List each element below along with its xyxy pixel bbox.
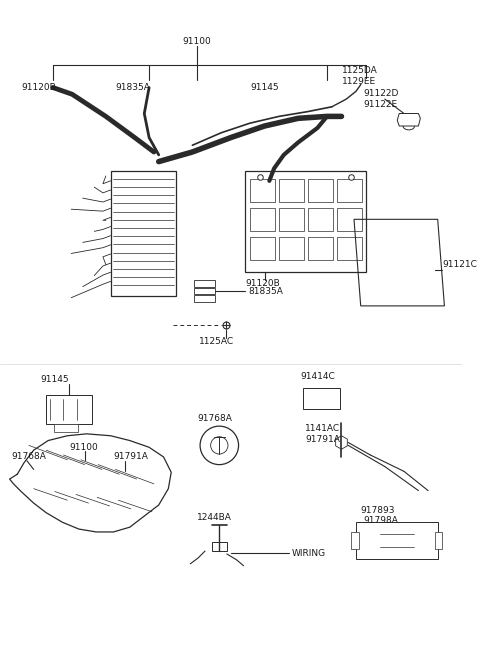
Text: 91414C: 91414C [300, 372, 335, 380]
Text: 91122E: 91122E [364, 101, 398, 109]
Text: 917893: 917893 [361, 507, 395, 515]
Bar [245, 171, 366, 272]
Text: 91791A: 91791A [305, 435, 340, 444]
Bar [279, 179, 304, 202]
Text: 91768A: 91768A [12, 453, 47, 461]
Text: 1125AC: 1125AC [199, 337, 234, 346]
Bar [250, 237, 275, 260]
Text: 91145: 91145 [40, 375, 69, 384]
Bar [110, 171, 176, 296]
Text: 1141AC: 1141AC [305, 424, 340, 432]
Text: 81835A: 81835A [248, 287, 283, 296]
Text: 91120B: 91120B [245, 279, 280, 288]
Text: 91835A: 91835A [115, 83, 150, 92]
Text: 91122D: 91122D [364, 89, 399, 98]
Bar [250, 208, 275, 231]
Bar [250, 179, 275, 202]
Bar [54, 424, 78, 432]
Bar [303, 388, 339, 409]
Bar [336, 208, 362, 231]
Text: 91120B: 91120B [21, 83, 56, 92]
Bar [194, 295, 216, 302]
Text: 1244BA: 1244BA [197, 513, 232, 522]
Bar [308, 208, 333, 231]
Bar [279, 237, 304, 260]
Text: 91798A: 91798A [364, 516, 398, 525]
Bar [308, 237, 333, 260]
Text: 91145: 91145 [250, 83, 279, 92]
Text: 91100: 91100 [69, 443, 98, 452]
Bar [351, 532, 359, 549]
Bar [279, 208, 304, 231]
Bar [435, 532, 443, 549]
Text: WIRING: WIRING [291, 549, 325, 558]
Bar [308, 179, 333, 202]
Text: 91100: 91100 [183, 37, 212, 46]
Text: 91121C: 91121C [443, 260, 478, 269]
Bar [336, 179, 362, 202]
Text: 91768A: 91768A [197, 414, 232, 423]
Text: 1129EE: 1129EE [341, 78, 376, 86]
Bar [194, 288, 216, 294]
Bar [46, 396, 92, 424]
Bar [336, 237, 362, 260]
Bar [356, 522, 438, 559]
Text: 1125DA: 1125DA [341, 66, 377, 75]
Bar [194, 280, 216, 286]
Text: 91791A: 91791A [113, 453, 148, 461]
Bar [212, 541, 227, 551]
